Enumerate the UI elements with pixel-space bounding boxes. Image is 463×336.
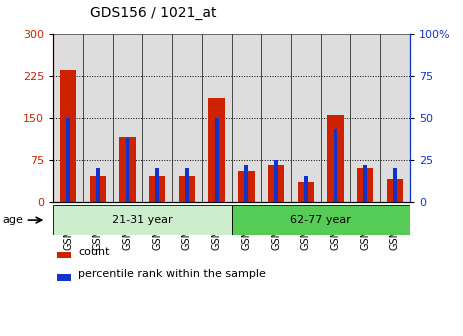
Bar <box>149 176 165 202</box>
Bar <box>66 118 70 202</box>
Bar <box>268 165 284 202</box>
Text: percentile rank within the sample: percentile rank within the sample <box>78 269 266 279</box>
Bar <box>232 34 261 202</box>
Bar <box>143 34 172 202</box>
Bar <box>244 165 248 202</box>
Bar <box>327 115 344 202</box>
Bar <box>380 34 410 202</box>
Bar <box>185 168 189 202</box>
Bar <box>96 168 100 202</box>
Bar <box>215 118 219 202</box>
Bar <box>113 34 143 202</box>
Bar <box>304 176 308 202</box>
Bar <box>172 34 202 202</box>
Bar <box>155 168 159 202</box>
Bar <box>350 34 380 202</box>
Bar <box>393 168 397 202</box>
Bar <box>320 34 350 202</box>
Bar <box>333 129 338 202</box>
Bar <box>238 171 255 202</box>
Bar <box>57 274 71 281</box>
Text: count: count <box>78 247 110 257</box>
Bar <box>83 34 113 202</box>
Bar <box>53 205 232 235</box>
Bar <box>261 34 291 202</box>
Bar <box>363 165 367 202</box>
Bar <box>298 182 314 202</box>
Bar <box>291 34 320 202</box>
Bar <box>357 168 373 202</box>
Bar <box>387 179 403 202</box>
Bar <box>202 34 232 202</box>
Bar <box>208 98 225 202</box>
Bar <box>53 34 83 202</box>
Text: age: age <box>2 215 23 225</box>
Bar <box>57 252 71 258</box>
Bar <box>60 70 76 202</box>
Bar <box>274 160 278 202</box>
Bar <box>119 137 136 202</box>
Bar <box>125 138 130 202</box>
Text: 21-31 year: 21-31 year <box>112 215 173 225</box>
Bar <box>90 176 106 202</box>
Bar <box>232 205 410 235</box>
Bar <box>179 176 195 202</box>
Text: 62-77 year: 62-77 year <box>290 215 351 225</box>
Text: GDS156 / 1021_at: GDS156 / 1021_at <box>90 6 217 20</box>
